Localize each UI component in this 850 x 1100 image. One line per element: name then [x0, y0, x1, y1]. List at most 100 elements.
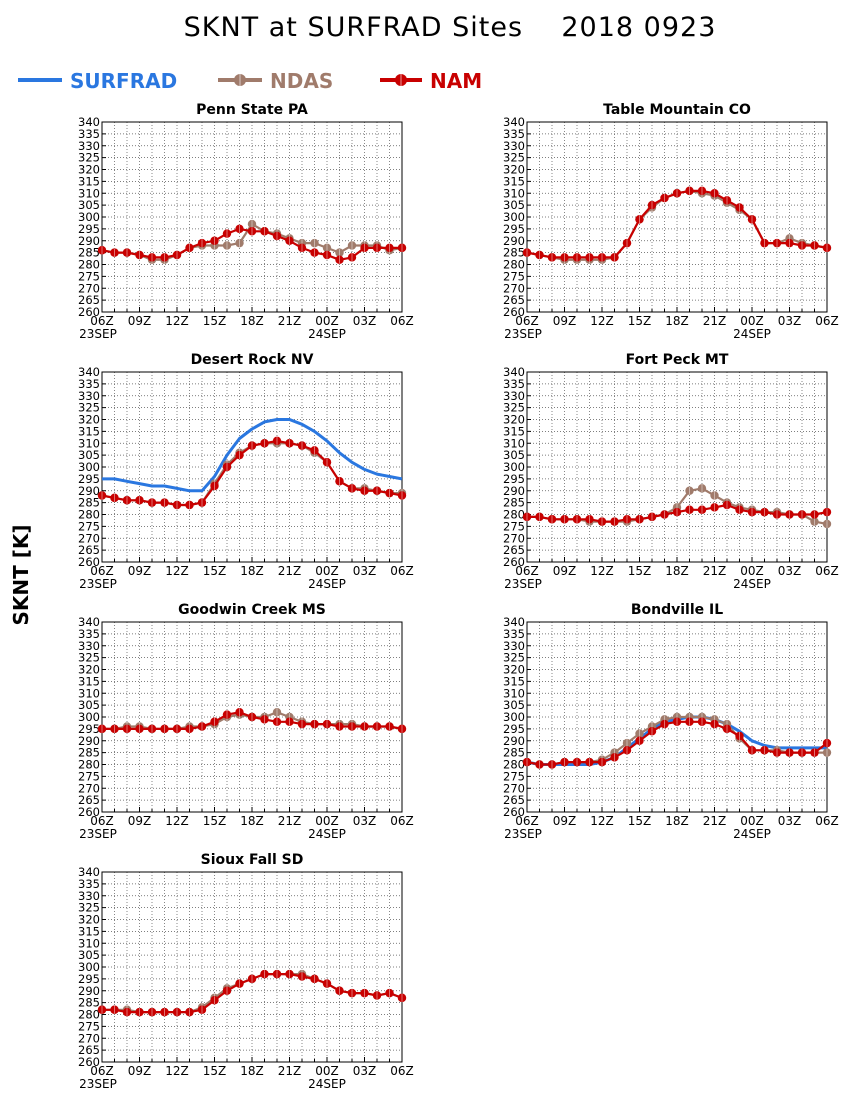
y-tick-label: 270 [503, 531, 525, 545]
y-tick-label: 260 [78, 805, 100, 819]
panel-title: Goodwin Creek MS [178, 602, 326, 618]
y-tick-label: 280 [78, 1008, 100, 1022]
y-tick-label: 295 [503, 472, 525, 486]
y-tick-label: 260 [503, 555, 525, 569]
x-tick-label: 09Z [128, 564, 152, 578]
y-tick-label: 295 [78, 222, 100, 236]
x-tick-label: 03Z [353, 564, 377, 578]
y-tick-label: 285 [78, 746, 100, 760]
x-tick-label: 12Z [165, 564, 189, 578]
x-tick-label: 03Z [353, 814, 377, 828]
x-tick-label: 00Z [315, 1064, 339, 1078]
chart-svg: Sioux Fall SD 260265270275280285290295300… [78, 852, 414, 1091]
chart-panel: Sioux Fall SD 260 265 270 275 280 285 290 295 300… [20, 848, 420, 1100]
y-tick-label: 265 [503, 793, 525, 807]
panel-title: Desert Rock NV [191, 352, 314, 368]
date-label: 24SEP [733, 327, 771, 341]
x-tick-label: 09Z [553, 314, 577, 328]
y-tick-label: 315 [503, 424, 525, 438]
x-tick-label: 15Z [203, 314, 227, 328]
x-tick-label: 00Z [315, 814, 339, 828]
y-tick-label: 320 [503, 163, 525, 177]
date-label: 23SEP [504, 327, 542, 341]
y-tick-label: 285 [78, 496, 100, 510]
y-tick-label: 310 [503, 436, 525, 450]
y-tick-label: 265 [503, 293, 525, 307]
y-tick-label: 290 [503, 484, 525, 498]
y-tick-label: 330 [503, 639, 525, 653]
y-tick-label: 320 [503, 413, 525, 427]
y-tick-label: 260 [78, 555, 100, 569]
y-tick-label: 300 [78, 960, 100, 974]
y-tick-label: 325 [503, 151, 525, 165]
y-tick-label: 270 [78, 1031, 100, 1045]
y-tick-label: 300 [78, 460, 100, 474]
y-tick-label: 280 [503, 508, 525, 522]
date-label: 23SEP [79, 1077, 117, 1091]
x-tick-label: 06Z [90, 564, 114, 578]
x-tick-label: 06Z [390, 814, 414, 828]
y-tick-label: 265 [78, 543, 100, 557]
x-tick-label: 21Z [703, 564, 727, 578]
x-tick-label: 12Z [590, 814, 614, 828]
y-tick-label: 340 [503, 115, 525, 129]
y-tick-label: 305 [503, 698, 525, 712]
y-tick-label: 325 [503, 401, 525, 415]
x-tick-label: 06Z [515, 814, 539, 828]
y-tick-label: 335 [503, 627, 525, 641]
y-tick-label: 310 [503, 186, 525, 200]
x-tick-label: 09Z [128, 814, 152, 828]
x-tick-label: 15Z [628, 314, 652, 328]
y-tick-label: 315 [78, 424, 100, 438]
x-tick-label: 09Z [128, 1064, 152, 1078]
panel-title: Bondville IL [631, 602, 723, 618]
x-tick-label: 03Z [353, 1064, 377, 1078]
y-tick-label: 310 [78, 436, 100, 450]
date-label: 23SEP [79, 827, 117, 841]
legend-item-nam: NAM [380, 69, 482, 93]
x-tick-label: 03Z [778, 814, 802, 828]
x-tick-label: 00Z [740, 564, 764, 578]
grid [102, 622, 402, 812]
y-tick-label: 335 [78, 877, 100, 891]
y-tick-label: 275 [503, 269, 525, 283]
y-tick-label: 265 [78, 293, 100, 307]
y-tick-label: 260 [503, 805, 525, 819]
x-tick-label: 09Z [553, 814, 577, 828]
y-tick-label: 265 [78, 793, 100, 807]
y-tick-label: 305 [78, 198, 100, 212]
series-nam [97, 969, 407, 1017]
x-tick-label: 18Z [665, 564, 689, 578]
grid [527, 122, 827, 312]
y-tick-label: 320 [78, 163, 100, 177]
chart-svg: Goodwin Creek MS 260265270275280285290295… [78, 602, 414, 841]
chart-panel: Bondville IL 260 265 270 275 280 285 290 295 300 3… [445, 598, 845, 850]
legend-label: SURFRAD [70, 69, 177, 93]
date-label: 23SEP [504, 577, 542, 591]
x-tick-label: 06Z [390, 564, 414, 578]
series-line [102, 418, 402, 493]
y-tick-label: 260 [78, 1055, 100, 1069]
y-tick-label: 325 [78, 401, 100, 415]
date-label: 24SEP [733, 577, 771, 591]
chart-svg: Penn State PA 260265270275280285290295300… [78, 102, 414, 341]
y-tick-label: 280 [78, 508, 100, 522]
y-tick-label: 340 [78, 865, 100, 879]
y-tick-label: 295 [78, 722, 100, 736]
y-tick-label: 340 [503, 615, 525, 629]
y-tick-label: 335 [503, 377, 525, 391]
x-tick-label: 21Z [278, 1064, 302, 1078]
y-tick-label: 335 [503, 127, 525, 141]
y-tick-label: 340 [503, 365, 525, 379]
x-tick-label: 21Z [278, 314, 302, 328]
y-tick-label: 290 [503, 234, 525, 248]
x-tick-label: 00Z [315, 314, 339, 328]
y-tick-label: 270 [78, 281, 100, 295]
series-nam [522, 717, 832, 769]
y-tick-label: 320 [78, 413, 100, 427]
x-tick-label: 09Z [553, 564, 577, 578]
legend-item-surfrad: SURFRAD [18, 69, 177, 93]
chart-panel: Goodwin Creek MS 260 265 270 275 280 285 290 295… [20, 598, 420, 850]
y-tick-label: 325 [78, 651, 100, 665]
y-tick-label: 310 [78, 186, 100, 200]
